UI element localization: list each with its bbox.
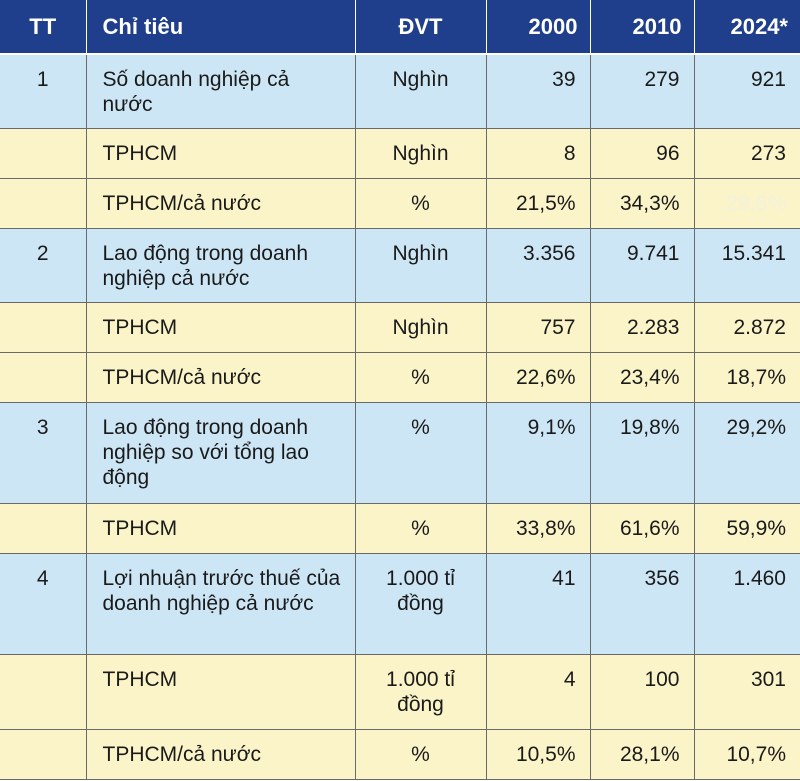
header-row: TT Chỉ tiêu ĐVT 2000 2010 2024* <box>0 0 800 55</box>
cell-2024: 18,7% <box>694 352 800 403</box>
header-2010: 2010 <box>590 0 695 55</box>
cell-chi-tieu: TPHCM/cả nước <box>86 729 356 780</box>
table-row: 1 Số doanh nghiệp cả nước Nghìn 39 279 9… <box>0 54 800 129</box>
cell-2010: 2.283 <box>590 302 695 353</box>
cell-2000: 3.356 <box>486 228 591 303</box>
header-2024: 2024* <box>694 0 800 55</box>
cell-tt: 1 <box>0 54 87 129</box>
cell-dvt: % <box>355 729 487 780</box>
cell-dvt: % <box>355 178 487 229</box>
table-row: TPHCM % 33,8% 61,6% 59,9% <box>0 503 800 554</box>
cell-tt <box>0 352 87 403</box>
cell-2010: 61,6% <box>590 503 695 554</box>
table-row: 3 Lao động trong doanh nghiệp so với tổn… <box>0 402 800 504</box>
cell-2000: 8 <box>486 128 591 179</box>
cell-chi-tieu: Lao động trong doanh nghiệp so với tổng … <box>86 402 356 504</box>
cell-2010: 19,8% <box>590 402 695 504</box>
cell-2024: 2.872 <box>694 302 800 353</box>
cell-dvt: % <box>355 503 487 554</box>
cell-tt <box>0 128 87 179</box>
header-dvt: ĐVT <box>355 0 487 55</box>
cell-tt <box>0 178 87 229</box>
table-row: 4 Lợi nhuận trước thuế của doanh nghiệp … <box>0 553 800 655</box>
cell-2024: 15.341 <box>694 228 800 303</box>
table-row: TPHCM/cả nước % 22,6% 23,4% 18,7% <box>0 352 800 403</box>
cell-chi-tieu: TPHCM <box>86 302 356 353</box>
cell-chi-tieu: Lợi nhuận trước thuế của doanh nghiệp cả… <box>86 553 356 655</box>
cell-dvt: 1.000 tỉ đồng <box>355 654 487 730</box>
cell-2000: 9,1% <box>486 402 591 504</box>
cell-chi-tieu: Số doanh nghiệp cả nước <box>86 54 356 129</box>
cell-2010: 100 <box>590 654 695 730</box>
cell-tt: 2 <box>0 228 87 303</box>
cell-2024: 1.460 <box>694 553 800 655</box>
cell-2000: 41 <box>486 553 591 655</box>
header-tt: TT <box>0 0 87 55</box>
cell-2000: 757 <box>486 302 591 353</box>
cell-dvt: % <box>355 352 487 403</box>
table-row: TPHCM Nghìn 8 96 273 <box>0 128 800 179</box>
cell-2010: 96 <box>590 128 695 179</box>
cell-chi-tieu: TPHCM/cả nước <box>86 352 356 403</box>
cell-2000: 4 <box>486 654 591 730</box>
cell-dvt: Nghìn <box>355 54 487 129</box>
cell-dvt: 1.000 tỉ đồng <box>355 553 487 655</box>
cell-tt: 4 <box>0 553 87 655</box>
cell-2024: 10,7% <box>694 729 800 780</box>
header-2000: 2000 <box>486 0 591 55</box>
cell-2010: 9.741 <box>590 228 695 303</box>
cell-2000: 10,5% <box>486 729 591 780</box>
cell-2000: 33,8% <box>486 503 591 554</box>
cell-2024: 921 <box>694 54 800 129</box>
cell-chi-tieu: TPHCM <box>86 654 356 730</box>
cell-2000: 39 <box>486 54 591 129</box>
cell-2010: 279 <box>590 54 695 129</box>
cell-2024: 273 <box>694 128 800 179</box>
cell-chi-tieu: TPHCM/cả nước <box>86 178 356 229</box>
cell-chi-tieu: TPHCM <box>86 128 356 179</box>
cell-2024: 59,9% <box>694 503 800 554</box>
cell-2000: 21,5% <box>486 178 591 229</box>
cell-dvt: % <box>355 402 487 504</box>
table-row: 2 Lao động trong doanh nghiệp cả nước Ng… <box>0 228 800 303</box>
table-row: TPHCM 1.000 tỉ đồng 4 100 301 <box>0 654 800 730</box>
cell-2010: 28,1% <box>590 729 695 780</box>
cell-2000: 22,6% <box>486 352 591 403</box>
cell-chi-tieu: Lao động trong doanh nghiệp cả nước <box>86 228 356 303</box>
table-row: TPHCM Nghìn 757 2.283 2.872 <box>0 302 800 353</box>
cell-2024: 29,6% <box>694 178 800 229</box>
cell-2010: 23,4% <box>590 352 695 403</box>
cell-tt <box>0 503 87 554</box>
cell-dvt: Nghìn <box>355 302 487 353</box>
cell-tt <box>0 302 87 353</box>
cell-2024: 29,2% <box>694 402 800 504</box>
cell-dvt: Nghìn <box>355 228 487 303</box>
cell-2024: 301 <box>694 654 800 730</box>
cell-2010: 356 <box>590 553 695 655</box>
cell-dvt: Nghìn <box>355 128 487 179</box>
table-row: TPHCM/cả nước % 21,5% 34,3% 29,6% <box>0 178 800 229</box>
cell-tt <box>0 729 87 780</box>
header-chi-tieu: Chỉ tiêu <box>86 0 356 55</box>
cell-tt <box>0 654 87 730</box>
cell-2010: 34,3% <box>590 178 695 229</box>
cell-tt: 3 <box>0 402 87 504</box>
cell-chi-tieu: TPHCM <box>86 503 356 554</box>
table-row: TPHCM/cả nước % 10,5% 28,1% 10,7% <box>0 729 800 780</box>
